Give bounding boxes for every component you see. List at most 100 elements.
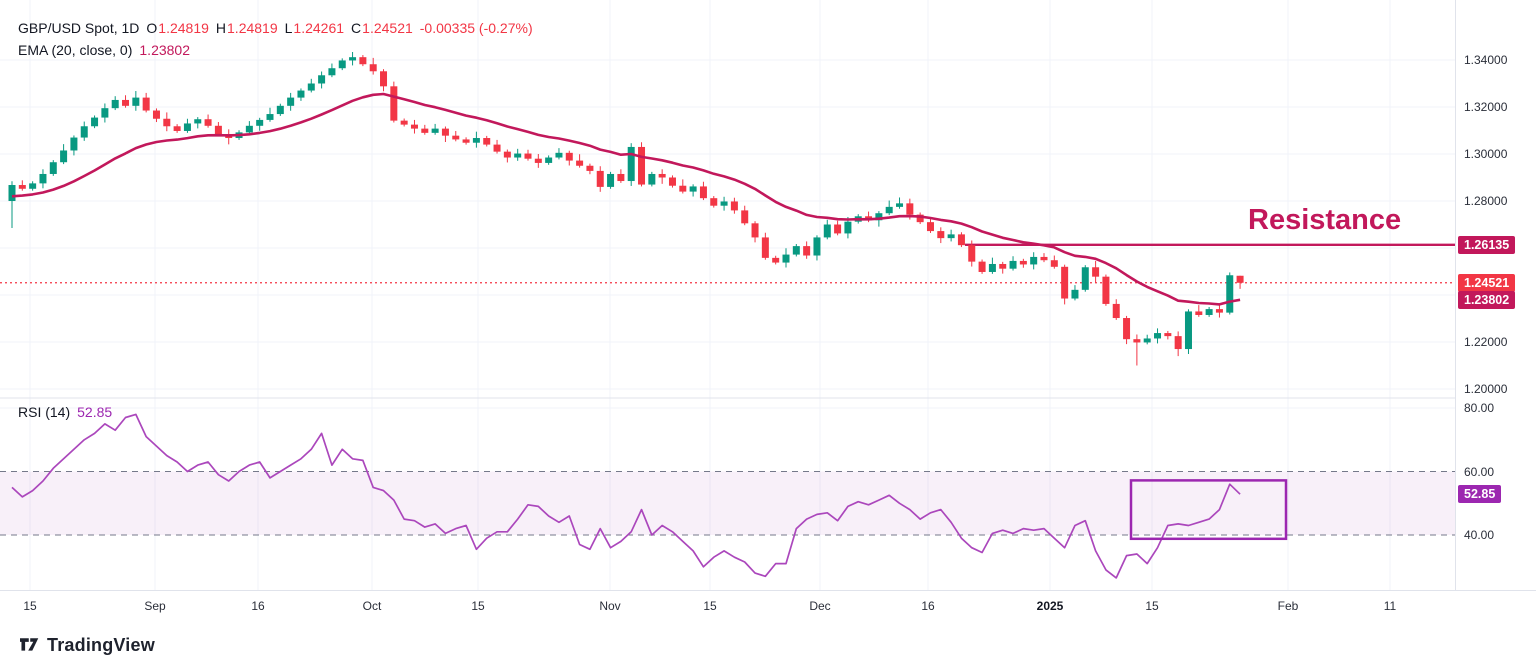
time-axis[interactable]: 15 Sep 16 Oct 15 Nov 15 Dec 16 2025 15 Feb 11 [0,590,1536,625]
candle-body [1061,266,1069,299]
candle-body [823,224,831,238]
high-value: H 1.24819 [215,20,278,36]
tradingview-logo-icon [20,638,39,651]
candle-body [194,119,202,124]
candle-body [91,117,99,127]
candle-body [421,128,429,133]
candle-body [1009,260,1017,269]
rsi-axis-label: 80.00 [1464,401,1495,415]
footer-bar: TradingView [0,623,1536,667]
candle-body [658,173,666,178]
candle-body [514,153,522,158]
tradingview-brand[interactable]: TradingView [20,635,155,656]
price-axis-label: 1.34000 [1464,53,1508,67]
candle-body [142,97,150,111]
candle-body [214,125,222,135]
candle-body [885,206,893,214]
price-axis-badge: 1.23802 [1458,290,1516,309]
time-axis-tick-oct: Oct [362,599,382,613]
low-value: L 1.24261 [284,20,345,36]
candle-body [792,246,800,255]
candle-body [710,198,718,206]
candle-body [183,123,191,131]
rsi-axis-label: 60.00 [1464,464,1495,479]
candle-body [1174,336,1182,350]
candle-body [8,185,16,201]
candle-body [968,245,976,262]
candle-body [338,60,346,69]
candle-body [483,138,491,145]
candle-body [452,135,460,140]
candle-body [999,263,1007,269]
candle-body [245,125,253,133]
time-axis-tick-15: 15 [23,599,37,613]
candle-body [49,162,57,174]
candle-body [328,68,336,76]
candle-body [699,186,707,199]
candle-body [462,139,470,143]
candle-body [1215,309,1223,313]
candle-body [937,231,945,239]
candle-body [1040,256,1048,261]
rsi-band [0,471,1455,535]
candle-body [390,86,398,121]
price-axis[interactable]: 1.34000 1.32000 1.30000 1.28000 1.22000 1.200… [1455,0,1536,590]
candle-body [307,83,315,91]
rsi-line [11,413,1241,579]
candle-body [1236,275,1244,283]
rsi-label: RSI (14) [18,404,71,420]
resistance-annotation-label[interactable]: Resistance [1248,204,1402,236]
candle-body [957,234,965,246]
time-axis-tick-2025: 2025 [1036,599,1064,613]
candle-body [834,224,842,234]
candle-body [1071,289,1079,299]
candle-body [1050,260,1058,267]
symbol-title[interactable]: GBP/USD Spot, 1D [18,20,140,36]
rsi-value-badge: 52.85 [1458,485,1502,504]
candle-body [256,119,264,126]
candle-body [318,75,326,84]
candle-body [751,223,759,238]
ema-legend[interactable]: EMA (20, close, 0) 1.23802 [18,42,190,58]
candle-body [70,137,78,151]
candle-body [122,99,130,106]
candle-body [813,237,821,256]
candle-body [29,183,37,189]
candle-body [60,150,68,163]
candle-body [761,237,769,258]
candle-body [349,57,357,61]
brand-name: TradingView [47,635,155,655]
candle-body [276,105,284,115]
candle-body [39,173,47,184]
time-axis-tick-15: 15 [471,599,485,613]
price-axis-label: 1.32000 [1464,100,1508,114]
change-value: -0.00335 (-0.27%) [419,20,533,36]
candle-body [607,173,615,187]
candle-body [1019,260,1027,265]
price-axis-badge: 1.26135 [1458,235,1516,254]
candle-body [803,246,811,256]
candle-body [978,261,986,272]
symbol-legend[interactable]: GBP/USD Spot, 1D O 1.24819 H 1.24819 L 1.24… [18,20,533,36]
candle-body [380,71,388,87]
candle-body [576,160,584,166]
candle-body [287,97,295,106]
candle-body [586,165,594,171]
candle-body [926,222,934,232]
candle-body [947,234,955,239]
candle-body [297,90,305,98]
candle-body [431,128,439,133]
candle-body [1123,318,1131,340]
candle-body [173,126,181,131]
candle-body [1195,311,1203,315]
time-axis-tick-nov: Nov [599,599,621,613]
candle-body [80,126,88,138]
rsi-legend[interactable]: RSI (14) 52.85 [18,404,112,420]
candle-body [132,97,140,106]
candle-body [266,114,274,120]
time-axis-tick-16: 16 [921,599,935,613]
ema-line [11,92,1241,306]
candle-body [741,210,749,224]
